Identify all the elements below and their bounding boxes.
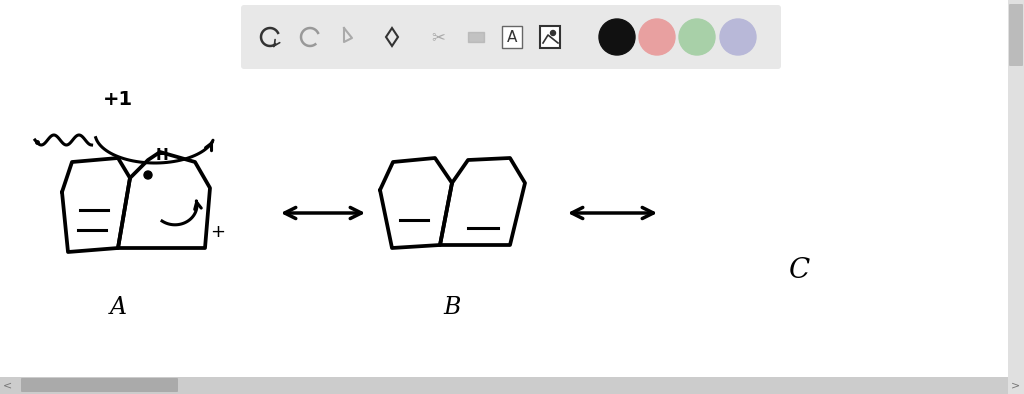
Text: +1: +1 <box>103 89 133 108</box>
Text: H: H <box>156 147 168 162</box>
FancyBboxPatch shape <box>1009 4 1023 66</box>
Circle shape <box>599 19 635 55</box>
Circle shape <box>639 19 675 55</box>
Circle shape <box>679 19 715 55</box>
Bar <box>0 377 1024 394</box>
Text: C: C <box>790 256 811 284</box>
Text: A: A <box>507 30 517 45</box>
Circle shape <box>720 19 756 55</box>
Circle shape <box>551 30 555 35</box>
Text: <: < <box>3 380 12 390</box>
Circle shape <box>144 171 152 179</box>
Text: >: > <box>1012 380 1021 390</box>
Text: ✂: ✂ <box>431 28 445 46</box>
Text: A: A <box>110 297 127 320</box>
FancyBboxPatch shape <box>502 26 522 48</box>
Text: B: B <box>443 297 461 320</box>
FancyBboxPatch shape <box>241 5 781 69</box>
FancyBboxPatch shape <box>540 26 560 48</box>
Bar <box>1008 0 1024 394</box>
Text: +: + <box>211 223 225 241</box>
FancyBboxPatch shape <box>22 378 178 392</box>
